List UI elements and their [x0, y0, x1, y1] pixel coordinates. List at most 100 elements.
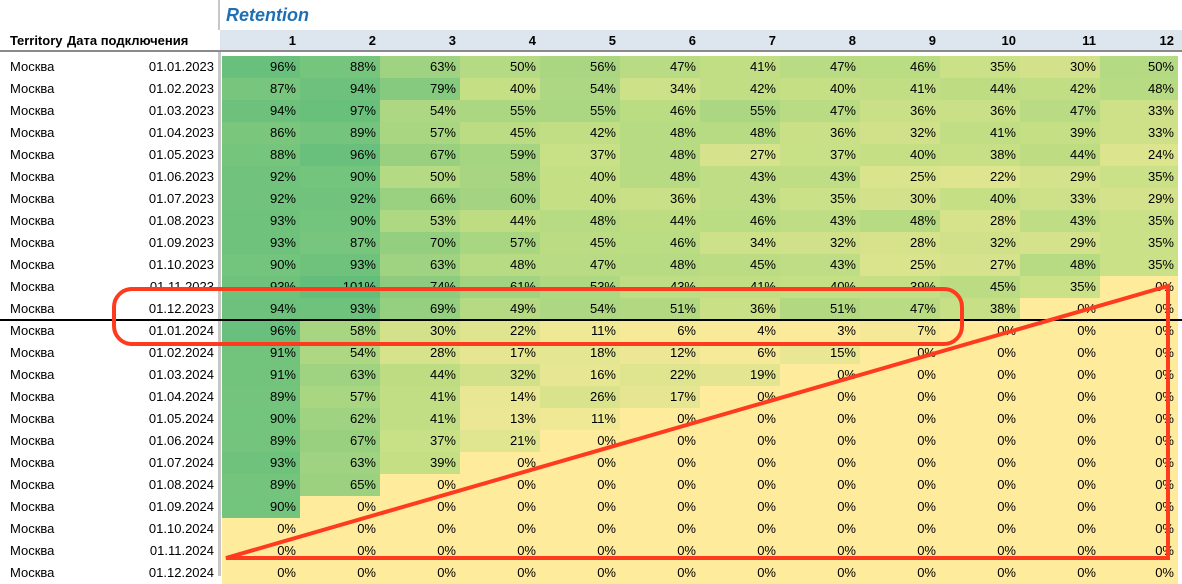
cell-retention[interactable]: 93% [222, 232, 300, 254]
cell-retention[interactable]: 17% [620, 386, 700, 408]
cell-retention[interactable]: 36% [860, 100, 940, 122]
cell-retention[interactable]: 67% [300, 430, 380, 452]
cell-territory[interactable]: Москва [10, 191, 55, 206]
cell-retention[interactable]: 87% [300, 232, 380, 254]
header-period-7[interactable]: 7 [768, 33, 776, 48]
cell-retention[interactable]: 6% [620, 320, 700, 342]
cell-retention[interactable]: 0% [1020, 452, 1100, 474]
cell-retention[interactable]: 43% [700, 188, 780, 210]
cell-retention[interactable]: 47% [780, 56, 860, 78]
cell-territory[interactable]: Москва [10, 81, 55, 96]
cell-retention[interactable]: 36% [940, 100, 1020, 122]
cell-retention[interactable]: 0% [1020, 430, 1100, 452]
cell-retention[interactable]: 87% [222, 78, 300, 100]
cell-retention[interactable]: 28% [940, 210, 1020, 232]
cell-retention[interactable]: 40% [540, 166, 620, 188]
cell-retention[interactable]: 0% [700, 474, 780, 496]
cell-retention[interactable]: 91% [222, 342, 300, 364]
cell-retention[interactable]: 36% [620, 188, 700, 210]
cell-retention[interactable]: 28% [380, 342, 460, 364]
cell-retention[interactable]: 17% [460, 342, 540, 364]
cell-retention[interactable]: 47% [620, 56, 700, 78]
cell-date[interactable]: 01.06.2024 [148, 433, 214, 448]
cell-retention[interactable]: 94% [222, 298, 300, 320]
cell-retention[interactable]: 35% [1020, 276, 1100, 298]
cell-retention[interactable]: 0% [700, 518, 780, 540]
cell-territory[interactable]: Москва [10, 301, 55, 316]
cell-retention[interactable]: 63% [380, 56, 460, 78]
cell-retention[interactable]: 35% [1100, 166, 1178, 188]
cell-retention[interactable]: 92% [300, 188, 380, 210]
cell-retention[interactable]: 67% [380, 144, 460, 166]
cell-retention[interactable]: 54% [380, 100, 460, 122]
cell-retention[interactable]: 45% [700, 254, 780, 276]
cell-retention[interactable]: 66% [380, 188, 460, 210]
cell-retention[interactable]: 40% [540, 188, 620, 210]
header-period-10[interactable]: 10 [1001, 33, 1016, 48]
cell-retention[interactable]: 33% [1100, 100, 1178, 122]
cell-date[interactable]: 01.11.2024 [149, 543, 214, 558]
cell-retention[interactable]: 22% [460, 320, 540, 342]
cell-retention[interactable]: 45% [540, 232, 620, 254]
cell-retention[interactable]: 0% [780, 474, 860, 496]
cell-retention[interactable]: 0% [1020, 496, 1100, 518]
header-period-9[interactable]: 9 [928, 33, 936, 48]
cell-territory[interactable]: Москва [10, 257, 55, 272]
cell-retention[interactable]: 42% [700, 78, 780, 100]
cell-retention[interactable]: 0% [940, 474, 1020, 496]
cell-date[interactable]: 01.12.2023 [148, 301, 214, 316]
cell-retention[interactable]: 36% [780, 122, 860, 144]
cell-retention[interactable]: 45% [460, 122, 540, 144]
cell-retention[interactable]: 44% [380, 364, 460, 386]
cell-retention[interactable]: 0% [700, 496, 780, 518]
header-period-6[interactable]: 6 [688, 33, 696, 48]
cell-retention[interactable]: 48% [1020, 254, 1100, 276]
cell-retention[interactable]: 41% [380, 386, 460, 408]
cell-retention[interactable]: 32% [460, 364, 540, 386]
cell-retention[interactable]: 43% [1020, 210, 1100, 232]
cell-date[interactable]: 01.02.2023 [148, 81, 214, 96]
cell-retention[interactable]: 35% [1100, 254, 1178, 276]
cell-retention[interactable]: 50% [1100, 56, 1178, 78]
header-period-4[interactable]: 4 [528, 33, 536, 48]
cell-territory[interactable]: Москва [10, 543, 55, 558]
cell-retention[interactable]: 93% [300, 298, 380, 320]
cell-retention[interactable]: 0% [222, 518, 300, 540]
cell-territory[interactable]: Москва [10, 235, 55, 250]
cell-retention[interactable]: 0% [860, 474, 940, 496]
cell-retention[interactable]: 46% [860, 56, 940, 78]
cell-territory[interactable]: Москва [10, 499, 55, 514]
cell-retention[interactable]: 51% [620, 298, 700, 320]
cell-territory[interactable]: Москва [10, 433, 55, 448]
cell-retention[interactable]: 14% [460, 386, 540, 408]
header-date[interactable]: Дата подключения [67, 33, 189, 48]
cell-retention[interactable]: 0% [1020, 408, 1100, 430]
cell-retention[interactable]: 0% [540, 496, 620, 518]
cell-retention[interactable]: 0% [940, 518, 1020, 540]
cell-retention[interactable]: 43% [780, 210, 860, 232]
cell-retention[interactable]: 29% [1020, 166, 1100, 188]
cell-date[interactable]: 01.04.2024 [148, 389, 214, 404]
cell-retention[interactable]: 0% [540, 474, 620, 496]
header-period-5[interactable]: 5 [608, 33, 616, 48]
cell-retention[interactable]: 0% [860, 386, 940, 408]
cell-retention[interactable]: 0% [700, 430, 780, 452]
cell-retention[interactable]: 48% [460, 254, 540, 276]
cell-date[interactable]: 01.06.2023 [148, 169, 214, 184]
cell-retention[interactable]: 43% [700, 166, 780, 188]
cell-retention[interactable]: 41% [860, 78, 940, 100]
cell-retention[interactable]: 55% [460, 100, 540, 122]
cell-retention[interactable]: 69% [380, 298, 460, 320]
cell-date[interactable]: 01.08.2024 [148, 477, 214, 492]
cell-territory[interactable]: Москва [10, 411, 55, 426]
cell-date[interactable]: 01.03.2023 [148, 103, 214, 118]
cell-retention[interactable]: 39% [380, 452, 460, 474]
cell-retention[interactable]: 97% [300, 100, 380, 122]
cell-retention[interactable]: 65% [300, 474, 380, 496]
cell-retention[interactable]: 0% [460, 452, 540, 474]
cell-retention[interactable]: 0% [380, 474, 460, 496]
cell-territory[interactable]: Москва [10, 279, 55, 294]
cell-retention[interactable]: 25% [860, 166, 940, 188]
cell-retention[interactable]: 57% [380, 122, 460, 144]
cell-retention[interactable]: 0% [780, 518, 860, 540]
